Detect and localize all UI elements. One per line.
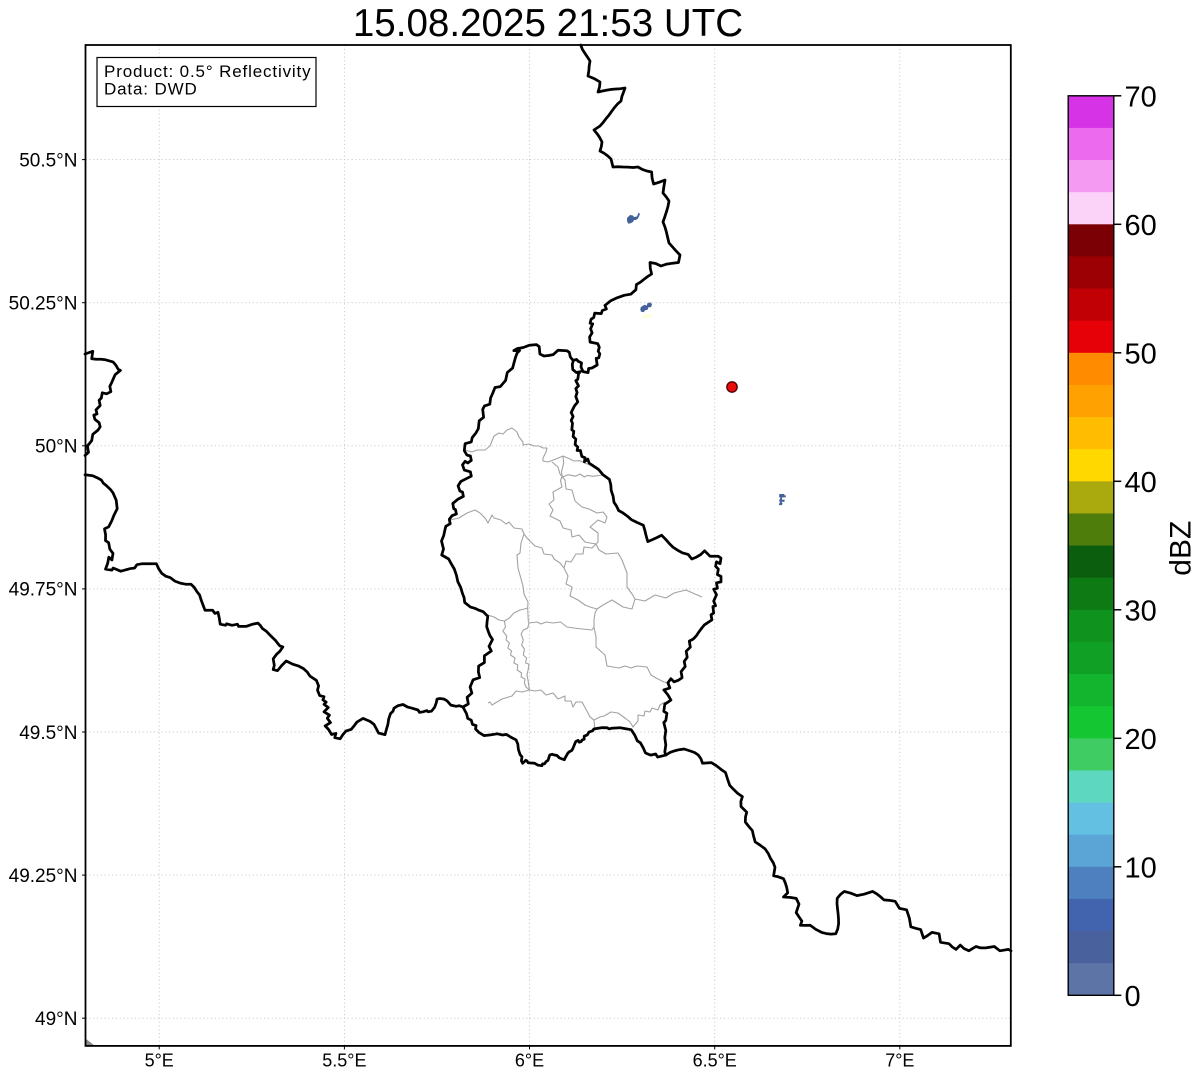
svg-text:40: 40: [1125, 467, 1157, 499]
svg-text:10: 10: [1125, 852, 1157, 884]
svg-text:49°N: 49°N: [35, 1009, 77, 1030]
svg-text:50.25°N: 50.25°N: [9, 294, 78, 315]
svg-text:49.25°N: 49.25°N: [9, 866, 78, 887]
svg-text:49.75°N: 49.75°N: [9, 580, 78, 601]
svg-text:5.5°E: 5.5°E: [322, 1051, 366, 1071]
svg-text:30: 30: [1125, 595, 1157, 627]
svg-text:70: 70: [1125, 81, 1157, 113]
svg-text:49.5°N: 49.5°N: [19, 723, 77, 744]
svg-text:50°N: 50°N: [35, 437, 77, 458]
svg-text:60: 60: [1125, 210, 1157, 242]
svg-text:50: 50: [1125, 338, 1157, 370]
svg-text:6.5°E: 6.5°E: [693, 1051, 737, 1071]
svg-text:dBZ: dBZ: [1165, 521, 1198, 576]
svg-text:15.08.2025 21:53 UTC: 15.08.2025 21:53 UTC: [353, 2, 743, 45]
svg-text:5°E: 5°E: [145, 1051, 174, 1071]
svg-text:0: 0: [1125, 981, 1141, 1013]
svg-text:7°E: 7°E: [885, 1051, 914, 1071]
svg-text:Data: DWD: Data: DWD: [104, 80, 198, 99]
svg-text:Product: 0.5° Reflectivity: Product: 0.5° Reflectivity: [104, 62, 311, 81]
svg-text:50.5°N: 50.5°N: [19, 150, 77, 171]
svg-text:6°E: 6°E: [515, 1051, 544, 1071]
svg-text:20: 20: [1125, 724, 1157, 756]
